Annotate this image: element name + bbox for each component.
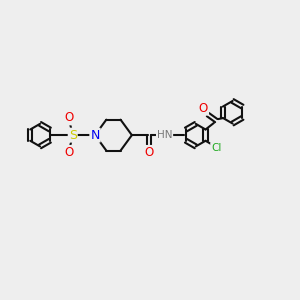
Text: Cl: Cl [211, 143, 221, 153]
Text: O: O [145, 146, 154, 159]
Text: O: O [64, 146, 74, 159]
Text: O: O [64, 111, 74, 124]
Text: HN: HN [157, 130, 172, 140]
Text: N: N [90, 129, 100, 142]
Text: O: O [199, 102, 208, 115]
Text: S: S [69, 129, 77, 142]
